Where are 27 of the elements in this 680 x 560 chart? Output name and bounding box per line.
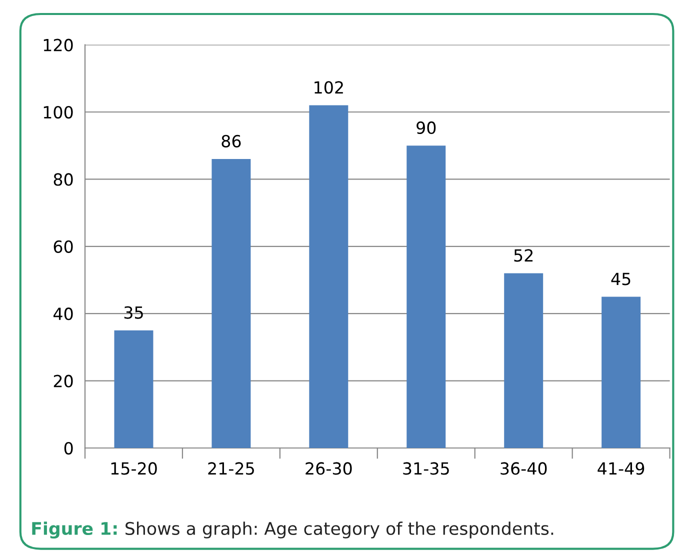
x-tick-label: 36-40 [500,462,547,475]
data-label: 86 [222,134,241,148]
bar [602,296,641,448]
data-label: 52 [514,249,533,262]
data-label: 45 [611,272,630,286]
y-tick-label: 40 [53,308,73,320]
y-tick-label: 20 [54,374,73,388]
caption: Figure 1: [32,522,117,539]
x-tick-label: 15-20 [111,462,157,475]
x-tick-label: 41-49 [598,462,644,475]
data-label: 102 [314,81,343,94]
data-label: 35 [124,306,143,319]
bar [504,273,544,448]
y-tick-label: 0 [64,442,73,455]
bar [406,146,446,448]
y-tick-label: 80 [54,173,73,186]
y-tick-label: 120 [44,38,73,52]
x-tick-label: 21-25 [208,462,254,475]
x-tick-label: 31-35 [403,462,449,475]
bar [114,330,154,448]
y-tick-label: 100 [44,106,73,119]
text: Shows a graph: Age category of the respondents. [126,522,554,538]
y-tick-label: 60 [54,240,73,253]
data-label: 90 [416,121,436,134]
bar [212,159,251,448]
bar [309,105,348,448]
x-tick-label: 26-30 [306,462,352,475]
